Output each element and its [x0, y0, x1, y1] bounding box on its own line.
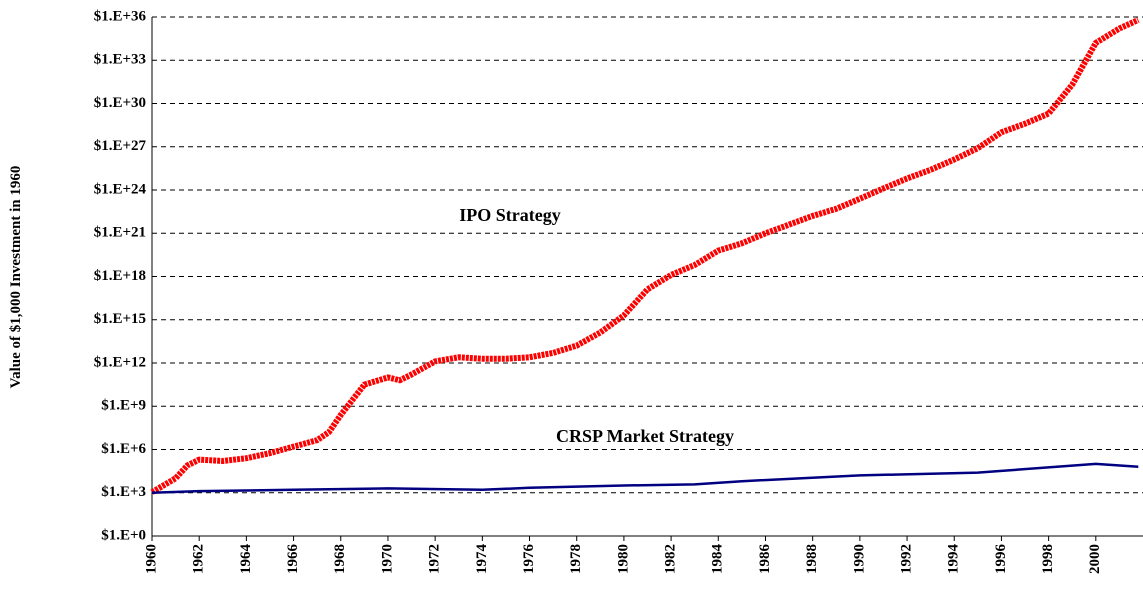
- x-tick-label: 1994: [946, 544, 962, 575]
- x-tick-label: 1990: [851, 544, 867, 574]
- x-tick-label: 1986: [757, 544, 773, 575]
- x-tick-label: 1960: [143, 544, 159, 574]
- y-tick-label: $1.E+27: [94, 138, 147, 154]
- y-tick-label: $1.E+6: [101, 441, 146, 457]
- y-tick-label: $1.E+30: [94, 95, 146, 111]
- x-tick-label: 1992: [898, 544, 914, 574]
- series-line: [151, 462, 1139, 495]
- x-tick-label: 1964: [238, 544, 254, 575]
- y-tick-label: $1.E+0: [101, 527, 146, 543]
- x-tick-label: 1980: [615, 544, 631, 574]
- annotation: IPO Strategy: [459, 205, 560, 225]
- x-tick-label: 1978: [568, 544, 584, 574]
- x-tick-label: 1976: [521, 544, 537, 575]
- x-tick-label: 1984: [710, 544, 726, 575]
- x-tick-label: 1972: [427, 544, 443, 574]
- x-tick-label: 1982: [663, 544, 679, 574]
- y-tick-label: $1.E+9: [101, 398, 146, 414]
- x-tick-label: 1998: [1040, 544, 1056, 574]
- y-tick-label: $1.E+15: [94, 311, 146, 327]
- annotation: CRSP Market Strategy: [556, 426, 734, 446]
- y-tick-label: $1.E+3: [101, 484, 146, 500]
- y-tick-label: $1.E+18: [94, 268, 146, 284]
- series-line: [150, 17, 1140, 495]
- y-axis-label: Value of $1,000 Investment in 1960: [8, 166, 24, 389]
- x-tick-label: 2000: [1087, 544, 1103, 574]
- y-tick-label: $1.E+33: [94, 52, 146, 68]
- x-tick-label: 1974: [474, 544, 490, 575]
- y-tick-label: $1.E+36: [94, 8, 147, 24]
- y-tick-label: $1.E+24: [94, 181, 147, 197]
- x-tick-label: 1968: [332, 544, 348, 574]
- x-tick-label: 1988: [804, 544, 820, 574]
- x-tick-label: 1996: [993, 544, 1009, 575]
- y-tick-label: $1.E+21: [94, 225, 146, 241]
- x-tick-label: 1970: [379, 544, 395, 574]
- x-tick-label: 1966: [285, 544, 301, 575]
- y-tick-label: $1.E+12: [94, 354, 146, 370]
- x-tick-label: 1962: [191, 544, 207, 574]
